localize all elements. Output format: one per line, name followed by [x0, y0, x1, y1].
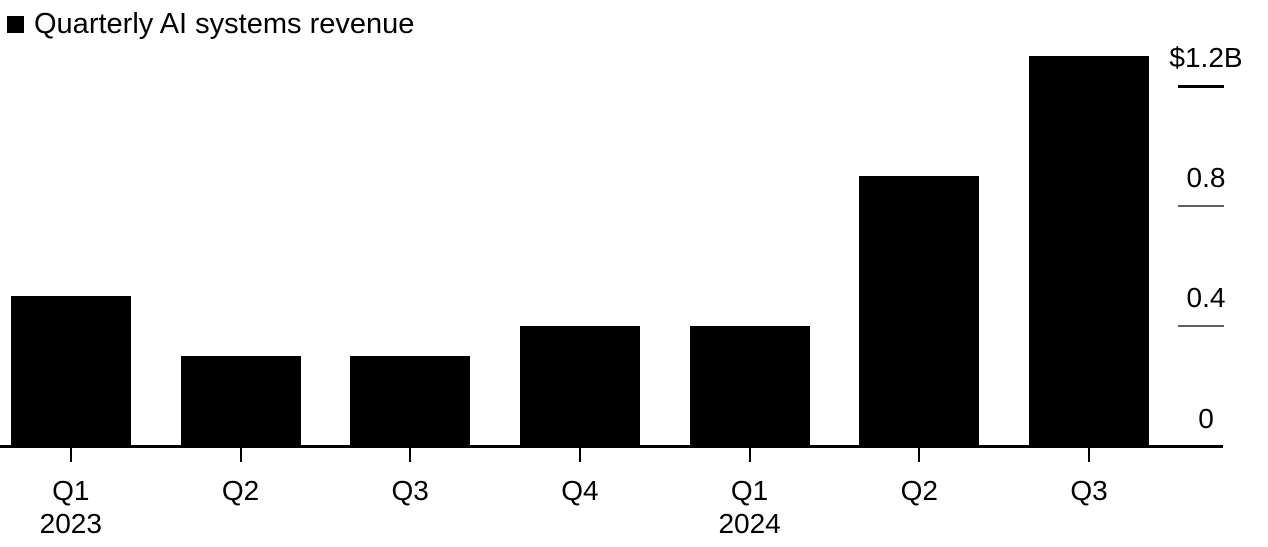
x-tick-2	[239, 448, 242, 462]
y-tick-label-0: 0	[1198, 402, 1214, 434]
x-tick-1	[69, 448, 72, 462]
x-tick-3	[409, 448, 412, 462]
x-label-3: Q3	[391, 475, 429, 506]
x-label-6: Q2	[900, 475, 938, 506]
legend-label: Quarterly AI systems revenue	[34, 8, 415, 40]
bar-7-q3	[1029, 55, 1149, 447]
legend-swatch	[7, 16, 24, 33]
x-tick-5	[748, 448, 751, 462]
x-tick-7	[1088, 448, 1090, 462]
y-tick-line-1.2	[1178, 85, 1224, 89]
y-tick-line-0.8	[1178, 205, 1224, 208]
bar-2-q2	[180, 356, 301, 447]
y-tick-label-1.2B: $1.2B	[1169, 42, 1243, 74]
bar-3-q3	[350, 356, 471, 447]
x-tick-4	[578, 448, 581, 462]
x-label-5: Q1	[730, 475, 769, 506]
year-label-2024: 2024	[718, 508, 781, 539]
x-label-7: Q3	[1070, 475, 1108, 506]
bar-5-q1	[689, 326, 810, 447]
x-label-4: Q4	[561, 475, 599, 506]
legend: Quarterly AI systems revenue	[7, 10, 414, 39]
y-tick-line-0.4	[1178, 325, 1224, 328]
y-tick-label-0.4: 0.4	[1186, 282, 1226, 314]
year-label-2023: 2023	[39, 508, 102, 539]
y-tick-label-0.8: 0.8	[1186, 162, 1226, 194]
x-tick-6	[918, 448, 921, 462]
x-label-2: Q2	[221, 475, 260, 506]
bar-6-q2	[859, 176, 980, 447]
bar-1-q1	[10, 296, 131, 447]
x-axis-baseline	[0, 445, 1223, 448]
bar-4-q4	[519, 326, 640, 447]
x-label-1: Q1	[52, 475, 90, 506]
